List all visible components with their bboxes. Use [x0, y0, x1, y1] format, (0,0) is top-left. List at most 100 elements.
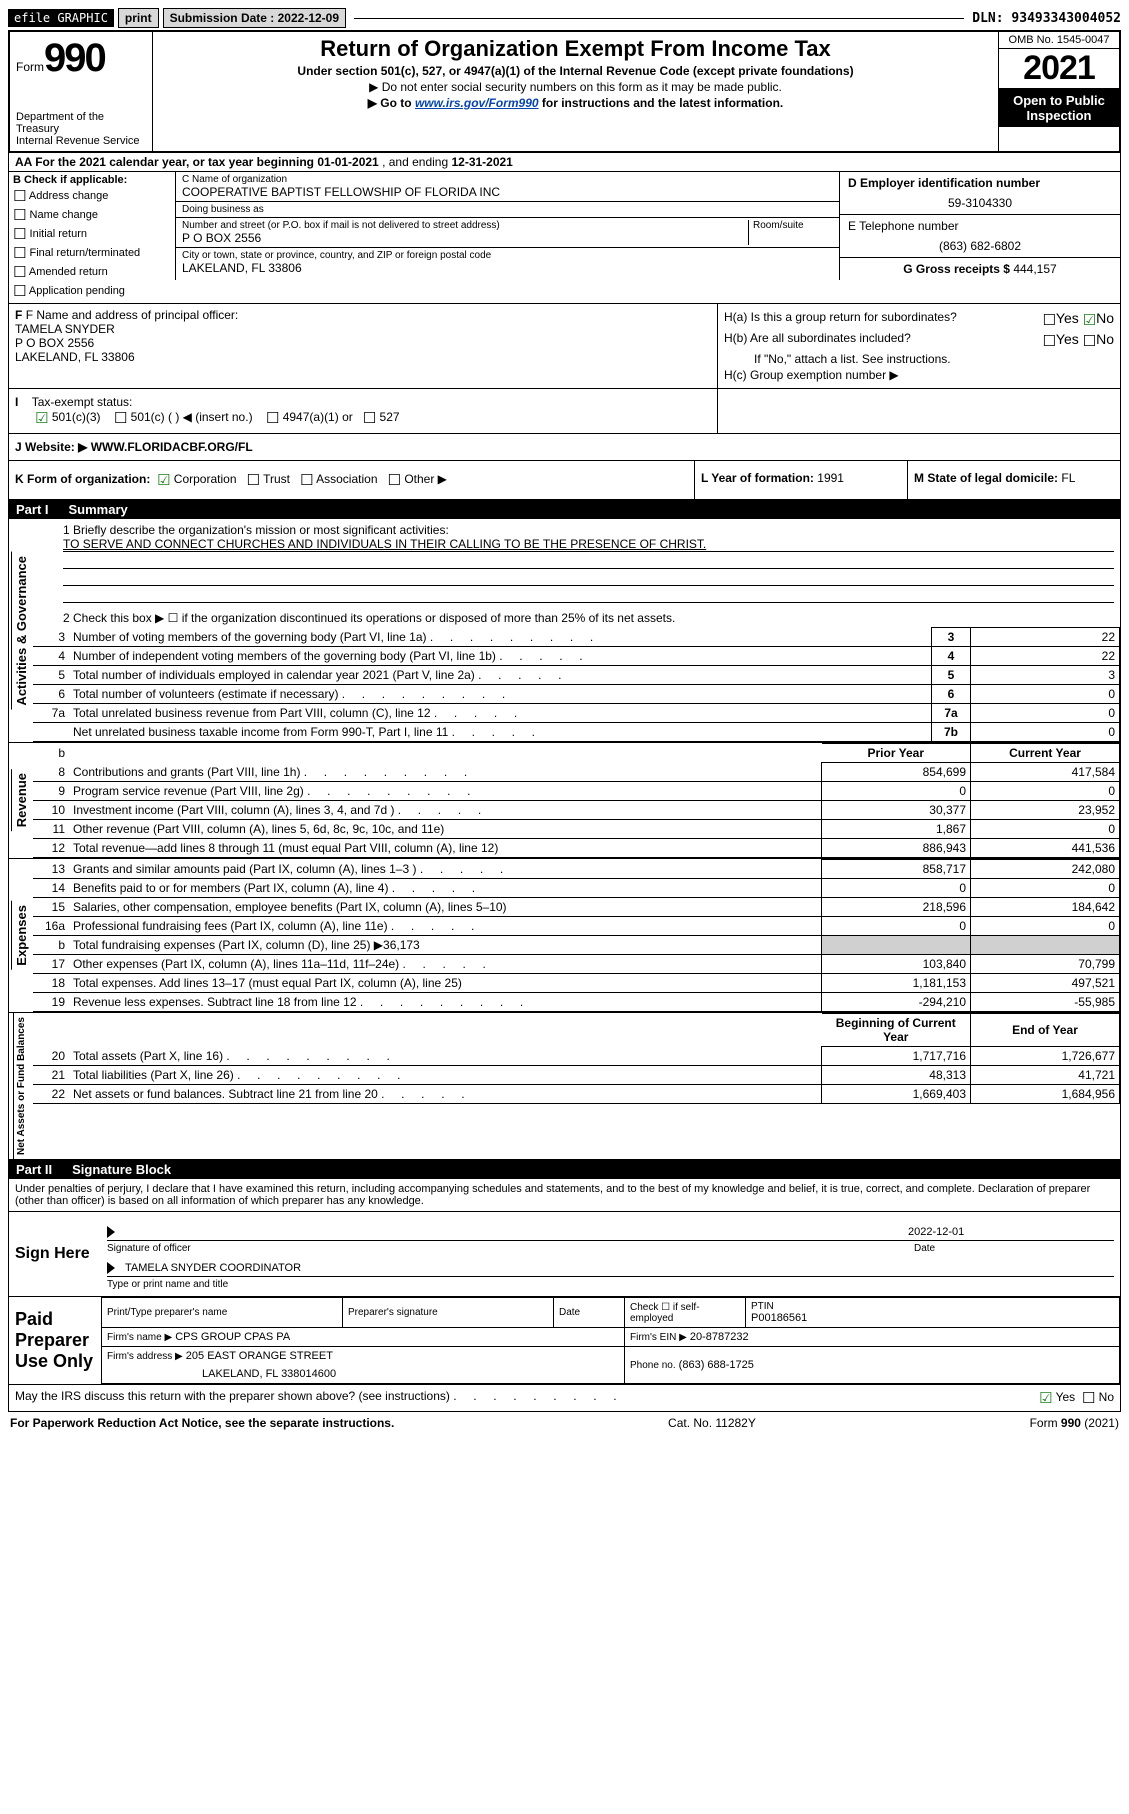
col-h-group: H(a) Is this a group return for subordin… [717, 304, 1120, 388]
vlabel-expenses: Expenses [11, 901, 31, 970]
hb-label: H(b) Are all subordinates included? [724, 331, 1042, 350]
form-word: Form [16, 60, 44, 74]
part-i-tag: Part I [16, 502, 49, 517]
hb-yes[interactable] [1042, 332, 1055, 348]
city-value: LAKELAND, FL 33806 [182, 261, 833, 275]
footer-mid: Cat. No. 11282Y [668, 1416, 756, 1430]
chk-address-change[interactable] [13, 189, 26, 202]
ha-label: H(a) Is this a group return for subordin… [724, 310, 1042, 329]
chk-application-pending[interactable] [13, 284, 26, 297]
officer-name: TAMELA SNYDER [15, 322, 711, 336]
may-irs-yes[interactable] [1039, 1390, 1052, 1404]
col-b-header: B Check if applicable: [13, 174, 171, 186]
part-ii-header: Part II Signature Block [8, 1160, 1121, 1179]
table-row: 8Contributions and grants (Part VIII, li… [33, 763, 1120, 782]
col-c-d: C Name of organization COOPERATIVE BAPTI… [175, 172, 1120, 303]
officer-city: LAKELAND, FL 33806 [15, 350, 711, 364]
room-label: Room/suite [753, 220, 833, 231]
dba-label: Doing business as [182, 204, 833, 215]
vlabel-governance: Activities & Governance [11, 552, 31, 710]
form-note-link: ▶ Go to www.irs.gov/Form990 for instruct… [163, 96, 988, 110]
sign-here-label: Sign Here [9, 1212, 101, 1296]
chk-corporation[interactable] [157, 472, 170, 486]
footer-right: Form 990 (2021) [1030, 1416, 1119, 1430]
may-irs-no[interactable] [1082, 1390, 1095, 1404]
table-row: bTotal fundraising expenses (Part IX, co… [33, 936, 1120, 955]
table-row: 4Number of independent voting members of… [33, 647, 1120, 666]
chk-other[interactable] [388, 472, 401, 486]
table-row: 19Revenue less expenses. Subtract line 1… [33, 993, 1120, 1012]
part-ii-tag: Part II [16, 1162, 52, 1177]
website-link[interactable]: WWW.FLORIDACBF.ORG/FL [91, 440, 253, 454]
table-row: 3Number of voting members of the governi… [33, 628, 1120, 647]
table-row: 14Benefits paid to or for members (Part … [33, 879, 1120, 898]
row-i-right [717, 389, 1120, 433]
table-row: 18Total expenses. Add lines 13–17 (must … [33, 974, 1120, 993]
sig-officer-label: Signature of officer [107, 1243, 914, 1254]
row-j-website: J Website: ▶ WWW.FLORIDACBF.ORG/FL [8, 434, 1121, 461]
table-row: 17Other expenses (Part IX, column (A), l… [33, 955, 1120, 974]
header-center: Return of Organization Exempt From Incom… [153, 32, 998, 151]
chk-initial-return[interactable] [13, 227, 26, 240]
ein-value: 59-3104330 [848, 190, 1112, 210]
tax-year: 2021 [999, 49, 1119, 89]
chk-501c[interactable] [114, 410, 127, 424]
ha-no[interactable] [1083, 311, 1096, 327]
hc-label: H(c) Group exemption number ▶ [724, 368, 1114, 382]
officer-street: P O BOX 2556 [15, 336, 711, 350]
gross-label: G Gross receipts $ [903, 262, 1010, 276]
table-row: Net unrelated business taxable income fr… [33, 723, 1120, 742]
part-ii-title: Signature Block [72, 1162, 171, 1177]
dept-label: Department of the Treasury [16, 111, 146, 135]
sig-name-label: Type or print name and title [107, 1279, 1114, 1290]
org-name-label: C Name of organization [182, 174, 833, 185]
irs-link[interactable]: www.irs.gov/Form990 [415, 96, 539, 110]
form-header: Form990 Department of the Treasury Inter… [8, 30, 1121, 153]
chk-association[interactable] [300, 472, 313, 486]
submission-date-box: Submission Date : 2022-12-09 [163, 8, 346, 28]
expenses-table: 13Grants and similar amounts paid (Part … [33, 859, 1120, 1012]
arrow-icon [107, 1226, 115, 1238]
street-value: P O BOX 2556 [182, 231, 748, 245]
street-label: Number and street (or P.O. box if mail i… [182, 220, 748, 231]
chk-4947[interactable] [266, 410, 279, 424]
ha-yes[interactable] [1042, 311, 1055, 327]
phone-value: (863) 682-6802 [848, 233, 1112, 253]
col-d: D Employer identification number 59-3104… [839, 172, 1120, 280]
top-bar: efile GRAPHIC print Submission Date : 20… [8, 8, 1121, 28]
chk-final-return[interactable] [13, 246, 26, 259]
row-l: L Year of formation: 1991 [694, 461, 907, 499]
table-row: 22Net assets or fund balances. Subtract … [33, 1085, 1120, 1104]
phone-label: E Telephone number [848, 219, 1112, 233]
row-a-tax-year: AA For the 2021 calendar year, or tax ye… [8, 153, 1121, 172]
table-row: 16aProfessional fundraising fees (Part I… [33, 917, 1120, 936]
row-m: M State of legal domicile: FL [907, 461, 1120, 499]
chk-name-change[interactable] [13, 208, 26, 221]
arrow-icon [107, 1262, 115, 1274]
form-note-ssn: ▶ Do not enter social security numbers o… [163, 80, 988, 94]
table-row: 12Total revenue—add lines 8 through 11 (… [33, 839, 1120, 858]
ein-label: D Employer identification number [848, 176, 1112, 190]
row-k-l-m: K Form of organization: Corporation Trus… [8, 461, 1121, 500]
city-label: City or town, state or province, country… [182, 250, 833, 261]
table-row: 6Total number of volunteers (estimate if… [33, 685, 1120, 704]
chk-amended-return[interactable] [13, 265, 26, 278]
hb-note: If "No," attach a list. See instructions… [724, 352, 1114, 366]
chk-trust[interactable] [247, 472, 260, 486]
omb-number: OMB No. 1545-0047 [999, 32, 1119, 49]
block-b-c-d: B Check if applicable: Address change Na… [8, 172, 1121, 304]
balance-table: Beginning of Current YearEnd of Year 20T… [33, 1013, 1120, 1104]
vlabel-balances: Net Assets or Fund Balances [13, 1013, 29, 1159]
dln-label: DLN: 93493343004052 [972, 11, 1121, 26]
governance-table: 3Number of voting members of the governi… [33, 627, 1120, 742]
form-title: Return of Organization Exempt From Incom… [163, 36, 988, 62]
hb-no[interactable] [1083, 332, 1096, 348]
table-row: 11Other revenue (Part VIII, column (A), … [33, 820, 1120, 839]
table-row: 13Grants and similar amounts paid (Part … [33, 860, 1120, 879]
col-b-checkboxes: B Check if applicable: Address change Na… [9, 172, 175, 303]
chk-527[interactable] [363, 410, 376, 424]
chk-501c3[interactable] [35, 410, 48, 424]
topbar-spacer [354, 17, 964, 19]
table-row: 21Total liabilities (Part X, line 26)48,… [33, 1066, 1120, 1085]
print-button[interactable]: print [118, 8, 159, 28]
